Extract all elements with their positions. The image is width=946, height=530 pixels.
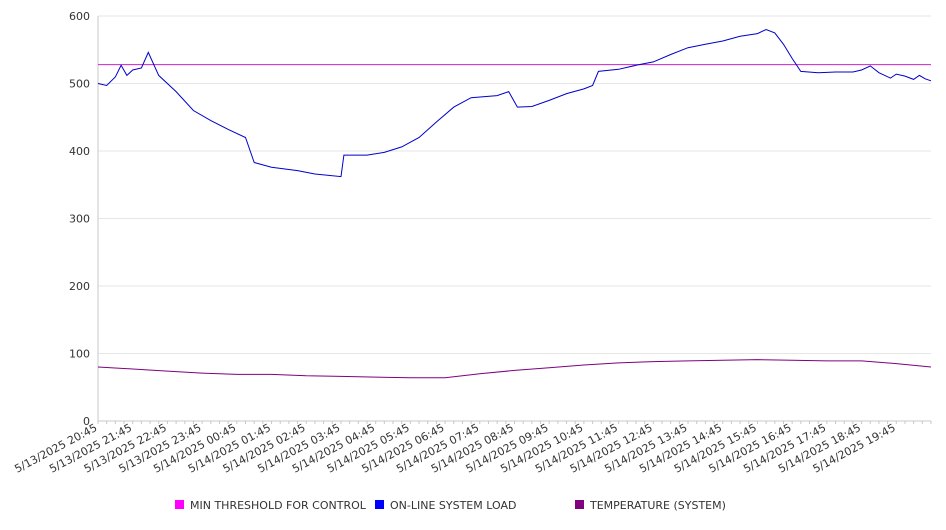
legend-label: TEMPERATURE (SYSTEM) xyxy=(589,499,726,512)
y-tick-label: 0 xyxy=(83,415,90,428)
legend-swatch xyxy=(175,500,184,509)
grid-layer xyxy=(98,15,931,354)
legend-label: MIN THRESHOLD FOR CONTROL xyxy=(190,499,367,512)
y-tick-label: 500 xyxy=(69,78,90,91)
y-tick-label: 400 xyxy=(69,145,90,158)
legend: MIN THRESHOLD FOR CONTROL ON-LINE SYSTEM … xyxy=(175,499,726,512)
series-line-temperature-system xyxy=(97,359,932,379)
series-layer xyxy=(97,28,932,379)
y-tick-label: 200 xyxy=(69,280,90,293)
legend-swatch xyxy=(575,500,584,509)
legend-swatch xyxy=(375,500,384,509)
series-line-on-line-system-load xyxy=(97,28,932,178)
y-tick-label: 300 xyxy=(69,213,90,226)
y-tick-label: 100 xyxy=(69,348,90,361)
legend-label: ON-LINE SYSTEM LOAD xyxy=(390,499,516,512)
y-tick-label: 600 xyxy=(69,10,90,23)
